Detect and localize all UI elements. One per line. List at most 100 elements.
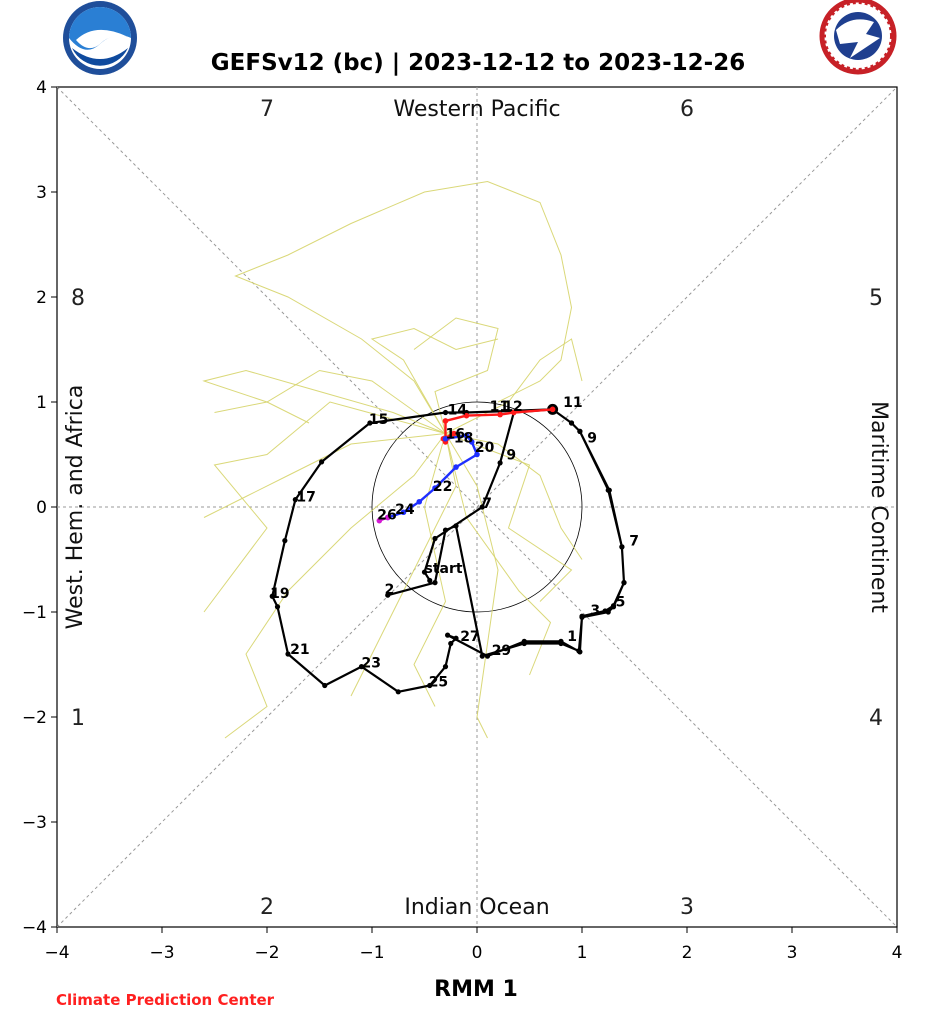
forecast-day-label: 11 [490, 399, 509, 415]
forecast-blue-point [400, 509, 407, 516]
observed-point [521, 638, 527, 645]
observed-day-label: 17 [296, 490, 315, 506]
y-tick-label: 2 [36, 288, 47, 308]
observed-day-label: 27 [460, 629, 479, 645]
ensemble-member-line [370, 327, 499, 434]
ensemble-member-line [445, 433, 583, 560]
phase-label: 3 [680, 895, 694, 920]
observed-day-label: 7 [482, 496, 492, 512]
forecast-day-label: 12 [503, 399, 522, 415]
observed-day-label: start [425, 561, 463, 577]
ensemble-member-line [445, 433, 552, 676]
observed-day-label: 5 [616, 595, 626, 611]
observed-point [497, 460, 503, 466]
observed-point [568, 420, 575, 426]
nws-logo [819, 0, 897, 75]
region-label-top: Western Pacific [393, 97, 560, 122]
forecast-red-point [510, 409, 517, 416]
phase-label: 5 [869, 286, 883, 311]
observed-point [282, 538, 288, 544]
observed-day-label: 2 [385, 582, 395, 598]
phase-label: 4 [869, 706, 883, 731]
forecast-blue-point [432, 485, 438, 491]
forecast-day-label: 18 [454, 431, 473, 447]
x-tick-label: −2 [254, 943, 279, 963]
observed-point [269, 593, 275, 599]
forecast-day-label: 20 [475, 440, 495, 456]
x-tick-label: −4 [44, 943, 69, 963]
forecast-blue-point [416, 498, 423, 505]
observed-point [484, 653, 491, 659]
x-axis-label: RMM 1 [434, 977, 518, 1002]
observed-point [453, 635, 459, 641]
observed-point [421, 569, 428, 575]
phase-label: 1 [71, 706, 85, 731]
forecast-magenta-point [376, 517, 383, 524]
observed-day-label: 11 [563, 395, 582, 411]
ensemble-member-line [350, 433, 457, 697]
observed-day-label: 19 [270, 586, 289, 602]
x-tick-label: 4 [892, 943, 903, 963]
observed-point [322, 682, 328, 689]
forecast-blue-point [468, 439, 475, 445]
forecast-blue-point [442, 435, 449, 442]
observed-point [448, 640, 454, 647]
forecast-day-label: 26 [377, 507, 396, 523]
forecast-red-point [497, 411, 503, 418]
observed-point [385, 592, 391, 598]
forecast-day-label: 24 [395, 502, 415, 518]
x-tick-label: 1 [577, 943, 588, 963]
unit-circle [371, 401, 583, 613]
forecast-magenta-point [384, 514, 391, 521]
y-tick-label: −1 [22, 603, 47, 623]
observed-point [442, 664, 449, 670]
observed-point [395, 689, 401, 695]
ensemble-member-line [203, 433, 446, 518]
observed-day-label: 29 [492, 643, 511, 659]
x-tick-label: −1 [359, 943, 384, 963]
observed-point [577, 428, 583, 434]
observed-point [579, 613, 585, 619]
forecast-red-point [442, 418, 449, 424]
observed-point [619, 544, 625, 550]
observed-day-label: 23 [362, 655, 381, 671]
observed-point [445, 632, 451, 638]
observed-point [432, 580, 438, 586]
phase-label: 7 [260, 97, 274, 122]
ensemble-member-line [413, 317, 499, 434]
ensemble-member-line [224, 433, 446, 739]
phase-label: 6 [680, 97, 694, 122]
forecast-blue-point [453, 464, 459, 470]
ensemble-member-line [203, 401, 446, 613]
chart-title: GEFSv12 (bc) | 2023-12-12 to 2023-12-26 [211, 50, 745, 76]
observed-point [427, 682, 433, 689]
observed-day-label: 9 [587, 431, 597, 447]
forecast-red-point [451, 430, 457, 437]
observed-day-label: 7 [629, 534, 639, 550]
observed-point [367, 420, 373, 426]
observed-point [453, 523, 459, 529]
observed-day-label: 1 [567, 629, 577, 645]
observed-point [602, 608, 608, 614]
forecast-day-label: 14 [448, 402, 468, 418]
observed-day-label: 9 [506, 448, 516, 464]
y-tick-label: −4 [22, 918, 47, 938]
forecast-day-label: 22 [433, 479, 452, 495]
observed-day-label: 21 [290, 642, 309, 658]
observed-point [479, 653, 485, 659]
ensemble-member-line [445, 433, 499, 739]
ensemble-member-line [214, 369, 446, 434]
y-tick-label: −2 [22, 708, 47, 728]
y-tick-label: 0 [36, 498, 47, 518]
observed-day-label: 15 [369, 412, 388, 428]
observed-point [285, 651, 291, 657]
observed-point [621, 580, 627, 586]
x-tick-label: 3 [787, 943, 798, 963]
observed-point [442, 527, 449, 533]
x-tick-label: −3 [149, 943, 174, 963]
observed-point [427, 577, 433, 584]
region-label-bottom: Indian Ocean [404, 895, 549, 920]
footer-credit: Climate Prediction Center [56, 991, 275, 1009]
